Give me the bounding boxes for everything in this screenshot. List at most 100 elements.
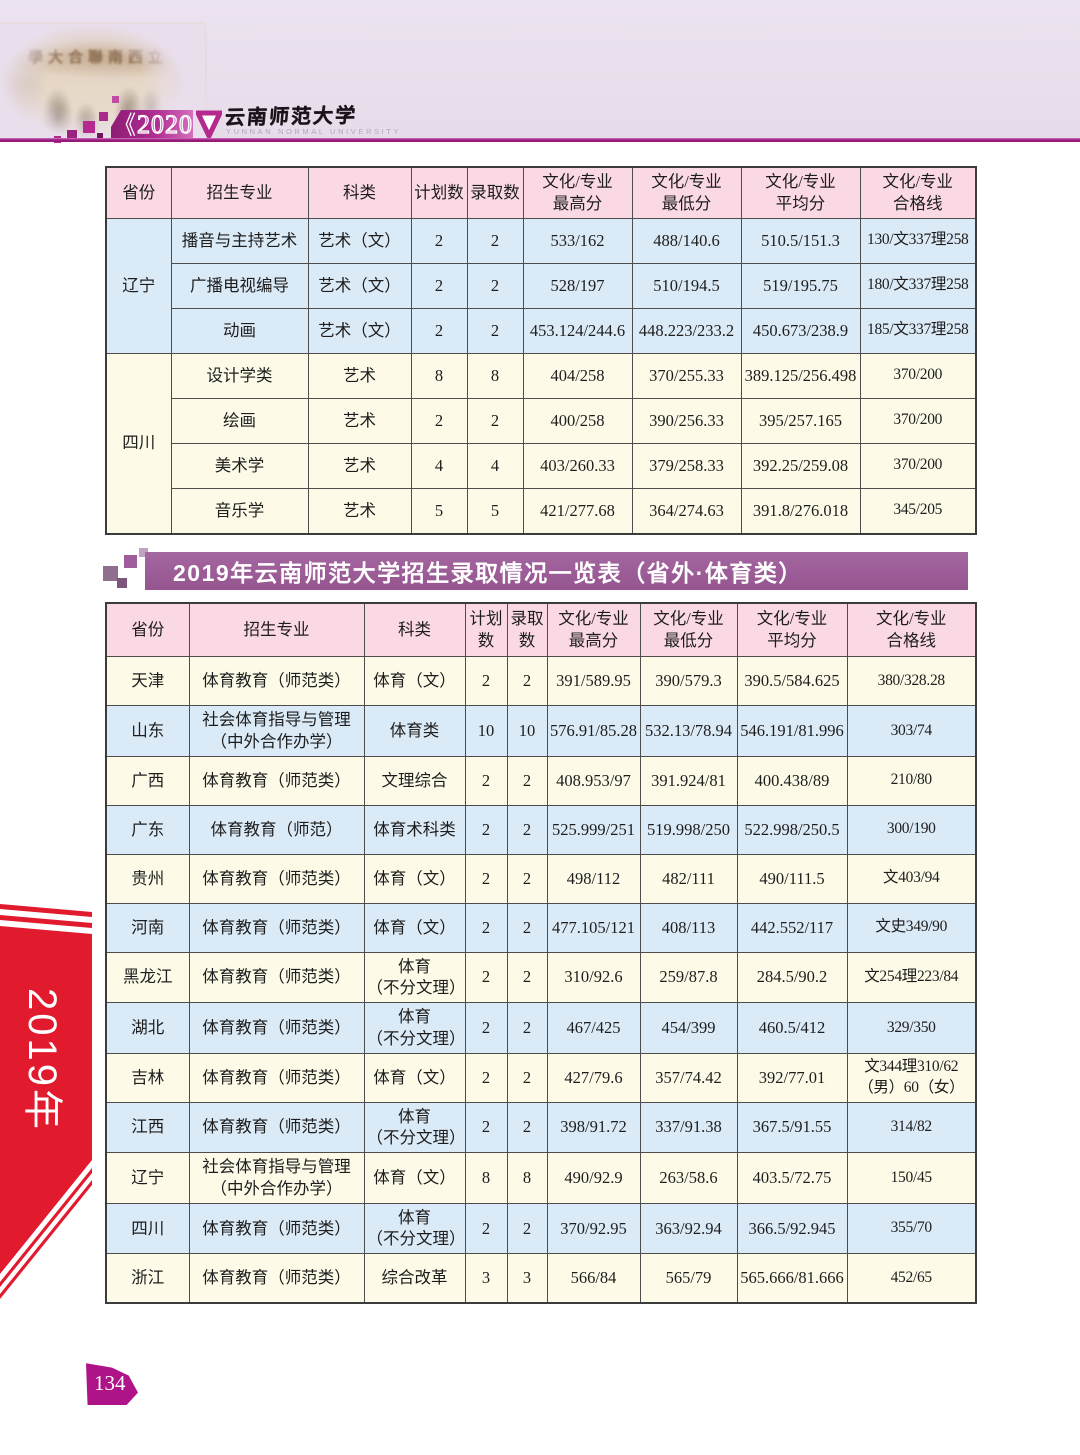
table-cell: 文403/94 [846, 853, 977, 904]
column-header: 计划 数 [464, 602, 508, 657]
year-badge: 《 2020 [111, 110, 193, 141]
column-header: 文化/专业 最低分 [639, 602, 738, 657]
table-cell: 2 [506, 902, 548, 953]
table-cell: 体育（文） [363, 853, 466, 904]
table-cell: 363/92.94 [639, 1202, 738, 1255]
column-header: 科类 [363, 602, 466, 657]
table-cell: 浙江 [105, 1253, 190, 1304]
page-number-badge: 134 [86, 1363, 138, 1405]
table-cell: 477.105/121 [546, 902, 641, 953]
pixel-decor [83, 121, 95, 133]
table-cell: 533/162 [522, 217, 633, 264]
table-cell: 532.13/78.94 [639, 705, 738, 757]
pixel-decor [67, 130, 77, 140]
table-row: 河南 体育教育（师范类） 体育（文） 2 2 477.105/121 408/113 442.… [105, 902, 977, 953]
table-cell: 391.8/276.018 [740, 487, 861, 535]
column-header: 科类 [307, 166, 412, 219]
table-cell: 490/111.5 [736, 853, 848, 904]
table-cell: 3 [506, 1253, 548, 1304]
table-cell: 8 [464, 1152, 508, 1204]
table-cell: 453.124/244.6 [522, 307, 633, 354]
table-cell: 210/80 [846, 755, 977, 806]
table-cell: 文254理223/84 [846, 951, 977, 1004]
table-cell: 180/文337理258 [859, 262, 977, 309]
table-cell: 355/70 [846, 1202, 977, 1255]
table-cell: 文344理310/62 （男）60（女） [846, 1052, 977, 1103]
table-cell: 4 [466, 442, 524, 489]
table-cell: 482/111 [639, 853, 738, 904]
table-cell: 403.5/72.75 [736, 1152, 848, 1204]
table-cell: 绘画 [170, 397, 309, 444]
university-logotype: 云南师范大学 [223, 104, 358, 130]
table-cell: 370/200 [859, 397, 977, 444]
table-row: 辽宁 播音与主持艺术 艺术（文） 2 2 533/162 488/140.6 510.5/15… [105, 217, 977, 354]
table-cell: 音乐学 [170, 487, 309, 535]
table-cell: 370/200 [859, 442, 977, 489]
table-cell: 329/350 [846, 1002, 977, 1054]
column-header: 文化/专业 合格线 [859, 166, 977, 219]
admissions-table-art: 省份 招生专业 科类 计划数 录取数 文化/专业 最高分 文化/专业 最低分 文化/专业 平均… [105, 166, 977, 535]
table-cell: 390/256.33 [631, 397, 742, 444]
table-cell: 体育教育（师范类） [188, 755, 365, 806]
column-header: 招生专业 [170, 166, 309, 219]
table-cell: 2 [506, 755, 548, 806]
table-cell: 体育 （不分文理） [363, 1101, 466, 1154]
table-cell: 5 [466, 487, 524, 535]
table-cell: 艺术 [307, 442, 412, 489]
table-cell: 2 [464, 853, 508, 904]
university-logotype-en: YUNNAN NORMAL UNIVERSITY [226, 127, 402, 136]
table-cell: 427/79.6 [546, 1052, 641, 1103]
table-cell: 文理综合 [363, 755, 466, 806]
table-cell: 体育教育（师范） [188, 804, 365, 855]
table-cell: 379/258.33 [631, 442, 742, 489]
table-cell: 2 [464, 656, 508, 706]
table-row: 浙江 体育教育（师范类） 综合改革 3 3 566/84 565/79 565.666/81.… [105, 1253, 977, 1304]
table-cell: 社会体育指导与管理 （中外合作办学） [188, 1152, 365, 1204]
table-cell: 345/205 [859, 487, 977, 535]
column-header: 省份 [105, 602, 190, 657]
table-cell: 566/84 [546, 1253, 641, 1304]
table-cell: 吉林 [105, 1052, 190, 1103]
table-row: 四川 体育教育（师范类） 体育 （不分文理） 2 2 370/92.95 363/92.94… [105, 1202, 977, 1255]
table-cell: 408.953/97 [546, 755, 641, 806]
table-cell: 2 [506, 1002, 548, 1054]
table-cell: 130/文337理258 [859, 217, 977, 264]
table-cell: 442.552/117 [736, 902, 848, 953]
table-cell: 450.673/238.9 [740, 307, 861, 354]
table-cell: 2 [464, 755, 508, 806]
table-cell: 364/274.63 [631, 487, 742, 535]
table-cell: 体育类 [363, 705, 466, 757]
table-row: 广东 体育教育（师范） 体育术科类 2 2 525.999/251 519.998/250 5… [105, 804, 977, 855]
table-cell: 490/92.9 [546, 1152, 641, 1204]
table-cell: 400.438/89 [736, 755, 848, 806]
table-cell: 2 [410, 307, 468, 354]
table-cell: 2 [464, 1101, 508, 1154]
table-cell: 2 [506, 804, 548, 855]
table-cell: 播音与主持艺术 [170, 217, 309, 264]
pixel-decor [103, 566, 118, 581]
table-cell: 314/82 [846, 1101, 977, 1154]
table-cell: 366.5/92.945 [736, 1202, 848, 1255]
table-cell: 337/91.38 [639, 1101, 738, 1154]
table-cell: 2 [410, 217, 468, 264]
table-cell: 广西 [105, 755, 190, 806]
table-cell: 510/194.5 [631, 262, 742, 309]
table-header-row: 省份 招生专业 科类 计划数 录取数 文化/专业 最高分 文化/专业 最低分 文化/专业 平均… [105, 166, 977, 219]
column-header: 文化/专业 平均分 [736, 602, 848, 657]
table-cell: 2 [506, 1052, 548, 1103]
table-row: 四川 设计学类 艺术 8 8 404/258 370/255.33 389.125/256.4… [105, 352, 977, 535]
table-cell: 392.25/259.08 [740, 442, 861, 489]
table-cell: 体育 （不分文理） [363, 1002, 466, 1054]
table-cell: 8 [410, 352, 468, 399]
table-cell: 150/45 [846, 1152, 977, 1204]
table-cell: 文史349/90 [846, 902, 977, 953]
table-cell: 体育（文） [363, 1052, 466, 1103]
table-cell: 2 [466, 307, 524, 354]
table-cell: 广播电视编导 [170, 262, 309, 309]
table-cell: 体育教育（师范类） [188, 951, 365, 1004]
table-cell: 山东 [105, 705, 190, 757]
table-cell: 8 [466, 352, 524, 399]
table-cell: 403/260.33 [522, 442, 633, 489]
table-cell: 525.999/251 [546, 804, 641, 855]
table-cell: 565/79 [639, 1253, 738, 1304]
